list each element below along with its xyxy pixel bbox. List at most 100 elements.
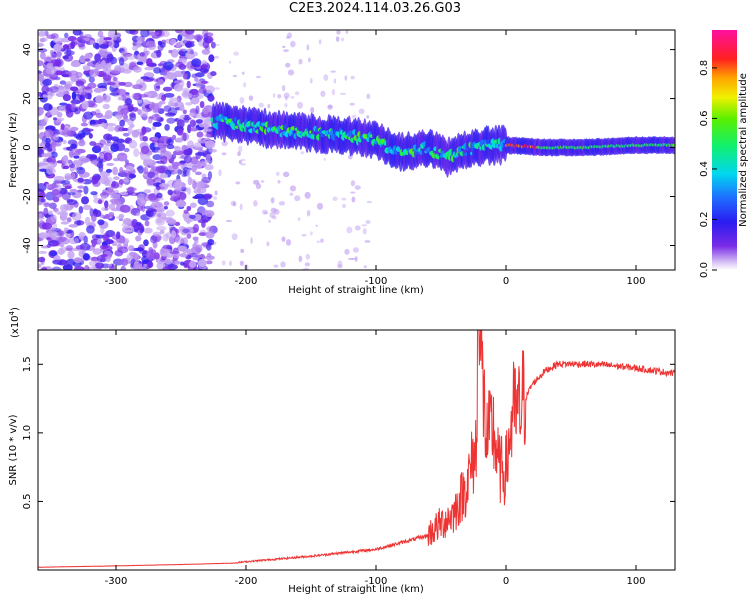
noise-cell: [67, 192, 76, 196]
noise-cell: [100, 122, 106, 128]
noise-cell: [97, 87, 108, 92]
sparse-speckle: [243, 82, 247, 88]
noise-cell: [65, 185, 73, 190]
noise-cell: [166, 117, 176, 124]
sparse-speckle: [218, 169, 222, 177]
noise-cell: [189, 260, 197, 268]
noise-cell: [194, 142, 202, 149]
noise-cell: [131, 45, 138, 51]
noise-cell: [121, 223, 128, 227]
noise-cell: [59, 102, 68, 106]
noise-cell: [183, 149, 192, 156]
noise-cell: [162, 86, 173, 92]
noise-cell: [207, 95, 215, 102]
noise-cell: [145, 128, 150, 133]
spectrogram-x-tick-label: 0: [503, 276, 509, 287]
sparse-speckle: [282, 45, 286, 48]
sparse-speckle: [310, 106, 315, 114]
noise-cell: [103, 144, 110, 153]
noise-cell: [43, 103, 52, 111]
noise-cell: [71, 71, 77, 78]
noise-cell: [41, 222, 53, 230]
noise-cell: [70, 40, 76, 49]
noise-cell: [108, 211, 115, 217]
noise-cell: [115, 111, 123, 116]
snr-y-tick-label: 1.5: [22, 356, 33, 372]
noise-cell: [97, 238, 102, 245]
noise-cell: [66, 199, 78, 205]
sparse-speckle: [320, 90, 326, 97]
sparse-speckle: [278, 201, 286, 206]
noise-cell: [118, 57, 125, 66]
sparse-speckle: [241, 71, 245, 75]
noise-cell: [65, 233, 71, 238]
noise-cell: [111, 200, 122, 206]
sparse-speckle: [315, 224, 318, 227]
noise-cell: [99, 244, 109, 250]
snr-y-multiplier-base: (x10: [10, 315, 21, 338]
noise-cell: [83, 185, 89, 195]
spectrogram-y-tick-label: 0: [22, 144, 33, 150]
colorbar: 0.0 0.2 0.4 0.6 0.8 Normalized spectral ampl…: [699, 30, 749, 278]
noise-cell: [46, 62, 54, 69]
noise-cell: [93, 142, 104, 149]
noise-cell: [53, 43, 62, 53]
noise-cell: [49, 91, 55, 97]
noise-cell: [117, 96, 124, 101]
noise-cell: [122, 229, 134, 233]
sparse-speckle: [238, 159, 242, 165]
noise-cell: [107, 126, 115, 132]
sparse-speckle: [347, 154, 353, 160]
noise-cell: [46, 165, 54, 175]
snr-y-tick-label: 1.0: [22, 425, 33, 441]
sparse-speckle: [318, 39, 322, 45]
noise-cell: [189, 112, 195, 117]
noise-cell: [186, 205, 192, 212]
sparse-speckle: [240, 248, 245, 254]
noise-cell: [157, 79, 165, 85]
noise-cell: [69, 163, 76, 168]
sparse-speckle: [273, 264, 279, 268]
noise-cell: [49, 73, 58, 80]
sparse-speckle: [214, 87, 220, 90]
noise-cell: [100, 254, 108, 258]
noise-cell: [64, 83, 71, 90]
noise-cell: [97, 219, 105, 226]
noise-cell: [205, 260, 213, 265]
noise-cell: [198, 160, 209, 164]
noise-cell: [51, 266, 62, 270]
noise-cell: [195, 105, 200, 114]
noise-cell: [189, 214, 196, 220]
noise-cell: [156, 204, 166, 213]
noise-cell: [46, 236, 52, 241]
noise-cell: [47, 230, 58, 238]
sparse-speckle: [336, 30, 341, 35]
noise-cell: [102, 103, 110, 110]
spectrogram-y-tick-label: 40: [22, 43, 33, 56]
noise-cell: [117, 246, 129, 254]
noise-cell: [167, 189, 173, 196]
sparse-speckle: [239, 97, 245, 104]
noise-cell: [133, 224, 140, 232]
noise-cell: [106, 186, 114, 193]
noise-cell: [126, 105, 135, 112]
noise-cell: [64, 175, 73, 180]
noise-cell: [84, 86, 92, 90]
noise-cell: [62, 128, 72, 137]
noise-cell: [91, 242, 96, 248]
noise-cell: [158, 100, 166, 105]
noise-cell: [175, 42, 182, 48]
sparse-speckle: [365, 219, 371, 225]
sparse-speckle: [273, 208, 280, 215]
sparse-speckle: [267, 103, 271, 109]
snr-x-axis: -300 -200 -100 0 100: [105, 330, 646, 587]
noise-cell: [119, 204, 131, 213]
noise-cell: [79, 95, 84, 101]
noise-cell: [149, 31, 160, 36]
noise-cell: [159, 173, 169, 179]
sparse-speckle: [362, 228, 367, 235]
sparse-speckle: [307, 57, 311, 63]
noise-cell: [97, 199, 103, 205]
noise-cell: [38, 232, 49, 239]
sparse-speckle: [336, 264, 343, 269]
